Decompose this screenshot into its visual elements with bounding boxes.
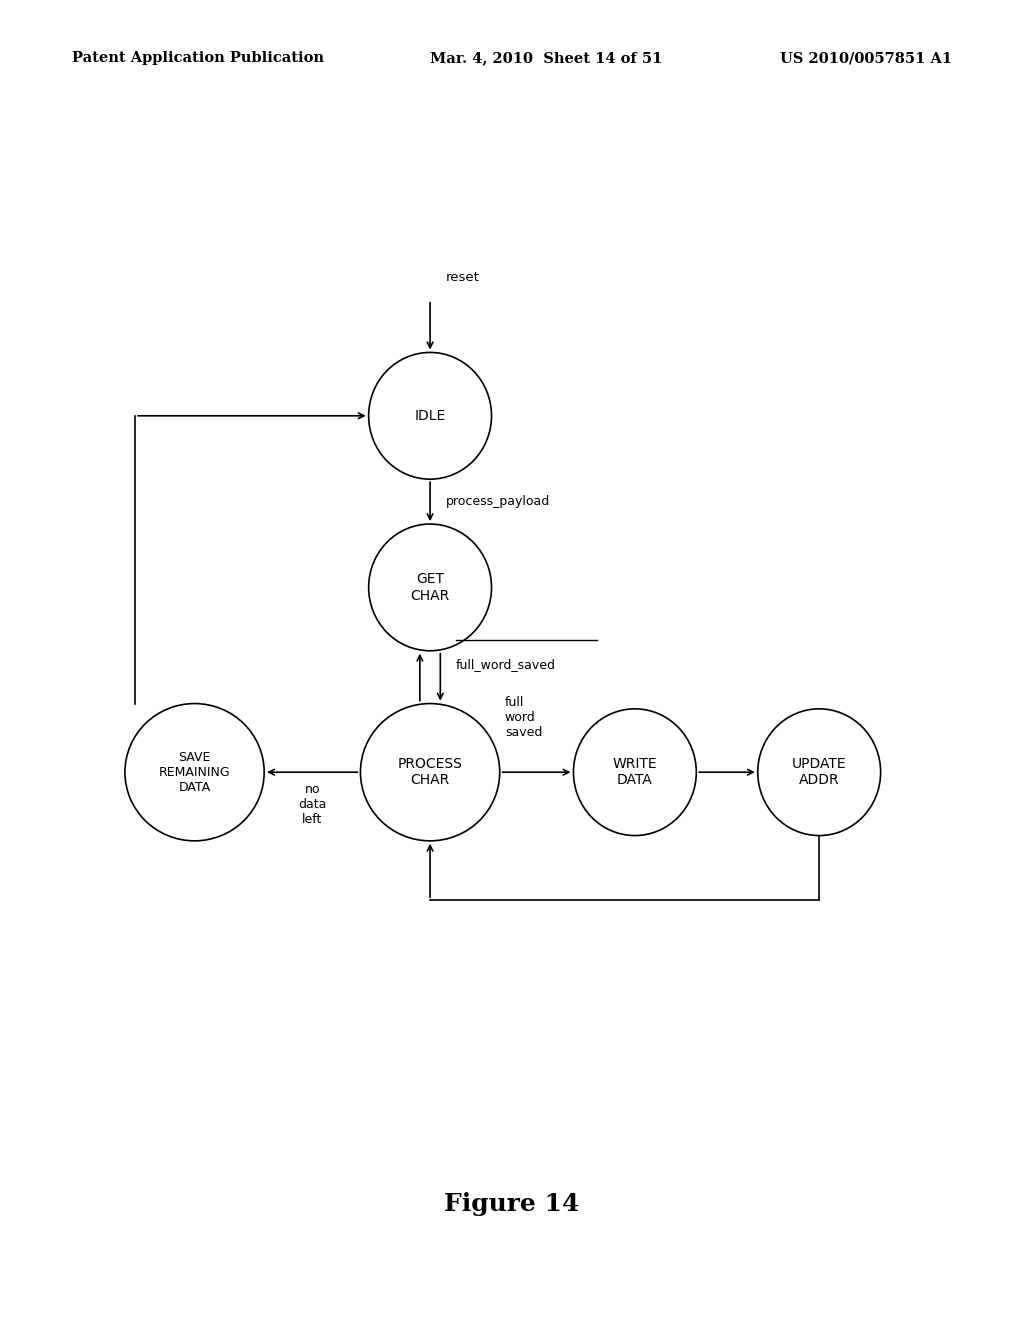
Text: process_payload: process_payload xyxy=(445,495,550,508)
Text: GET
CHAR: GET CHAR xyxy=(411,573,450,602)
Text: full
word
saved: full word saved xyxy=(505,696,542,739)
Text: Mar. 4, 2010  Sheet 14 of 51: Mar. 4, 2010 Sheet 14 of 51 xyxy=(430,51,663,65)
Text: WRITE
DATA: WRITE DATA xyxy=(612,758,657,787)
Text: no
data
left: no data left xyxy=(298,783,327,826)
Text: PROCESS
CHAR: PROCESS CHAR xyxy=(397,758,463,787)
Text: reset: reset xyxy=(445,271,479,284)
Text: Figure 14: Figure 14 xyxy=(444,1192,580,1216)
Text: full_word_saved: full_word_saved xyxy=(456,657,556,671)
Text: SAVE
REMAINING
DATA: SAVE REMAINING DATA xyxy=(159,751,230,793)
Text: UPDATE
ADDR: UPDATE ADDR xyxy=(792,758,847,787)
Text: Patent Application Publication: Patent Application Publication xyxy=(72,51,324,65)
Text: US 2010/0057851 A1: US 2010/0057851 A1 xyxy=(780,51,952,65)
Text: IDLE: IDLE xyxy=(415,409,445,422)
